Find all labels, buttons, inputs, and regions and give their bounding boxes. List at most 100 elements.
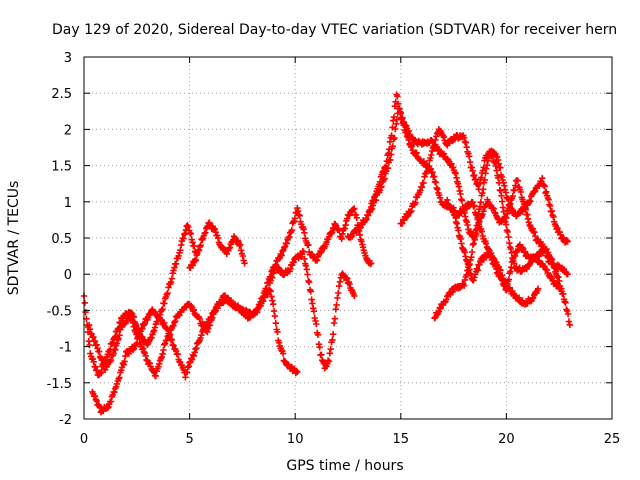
y-tick-label: -0.5 — [47, 304, 72, 319]
y-tick-label: 3 — [64, 51, 72, 66]
data-point — [331, 315, 339, 322]
data-point — [408, 207, 415, 215]
data-point — [301, 229, 308, 236]
x-tick-label: 0 — [80, 432, 88, 447]
data-point — [313, 320, 320, 328]
data-point — [184, 364, 192, 371]
plot-area — [80, 91, 573, 416]
data-point — [505, 233, 512, 241]
data-point — [90, 358, 97, 365]
data-point — [451, 169, 459, 176]
data-point — [274, 328, 281, 336]
data-point — [185, 223, 192, 231]
data-point — [511, 252, 519, 259]
data-point — [126, 313, 133, 320]
data-point — [486, 247, 493, 255]
data-point — [187, 230, 195, 237]
data-point — [368, 260, 375, 267]
data-point — [296, 212, 303, 219]
series-track-2 — [186, 219, 248, 271]
data-point — [279, 350, 287, 357]
data-point — [499, 198, 506, 205]
data-point — [477, 199, 484, 206]
data-point — [475, 219, 482, 226]
data-point — [558, 285, 565, 292]
data-point — [434, 186, 441, 193]
data-point — [283, 240, 290, 247]
data-point — [115, 335, 122, 342]
data-point — [305, 241, 312, 249]
data-point — [327, 345, 334, 353]
data-point — [541, 183, 548, 190]
data-point — [382, 164, 390, 171]
data-point — [167, 278, 175, 286]
chart-title: Day 129 of 2020, Sidereal Day-to-day VTE… — [52, 22, 617, 38]
data-point — [468, 248, 476, 256]
data-point — [432, 179, 440, 186]
data-point — [239, 252, 246, 260]
x-tick-label: 25 — [604, 432, 621, 447]
data-point — [130, 323, 137, 330]
data-point — [326, 350, 333, 357]
data-point — [500, 208, 507, 215]
data-point — [270, 307, 278, 315]
x-axis: 0 5 10 15 20 25 — [80, 57, 620, 447]
data-point — [383, 158, 390, 165]
data-point — [237, 247, 245, 254]
data-point — [314, 331, 322, 338]
series-track-1 — [80, 222, 200, 379]
data-point — [565, 318, 573, 325]
data-point — [286, 233, 293, 241]
data-point — [197, 242, 204, 249]
data-point — [482, 240, 490, 247]
data-point — [432, 136, 439, 144]
data-point — [241, 260, 248, 267]
data-point — [480, 186, 487, 193]
data-point — [351, 205, 358, 212]
data-point — [547, 202, 554, 210]
data-point — [471, 202, 478, 209]
data-point — [514, 177, 521, 184]
data-point — [270, 301, 277, 308]
data-point — [437, 305, 444, 312]
data-point — [385, 150, 392, 157]
data-point — [325, 358, 333, 365]
data-point — [506, 239, 513, 247]
data-point — [190, 352, 197, 360]
data-point — [427, 154, 434, 162]
data-point — [170, 342, 177, 349]
data-point — [508, 264, 515, 271]
data-point — [271, 312, 279, 320]
data-point — [534, 285, 542, 292]
data-point — [107, 356, 115, 364]
data-point — [268, 293, 275, 300]
y-tick-label: 2.5 — [51, 87, 72, 102]
data-point — [412, 199, 419, 206]
data-point — [473, 212, 480, 219]
data-point — [444, 196, 451, 204]
data-point — [335, 282, 343, 290]
data-point — [466, 153, 473, 160]
data-point — [279, 248, 286, 255]
data-point — [160, 346, 167, 354]
data-point — [141, 320, 148, 327]
data-point — [300, 248, 307, 255]
data-point — [440, 150, 448, 157]
data-point — [351, 292, 358, 300]
data-point — [420, 179, 427, 187]
data-point — [507, 268, 514, 275]
data-point — [329, 336, 336, 344]
data-point — [481, 176, 488, 184]
data-point — [495, 179, 503, 186]
data-point — [324, 357, 332, 364]
data-point — [388, 132, 395, 139]
data-point — [404, 213, 411, 220]
data-point — [159, 306, 166, 313]
data-point — [107, 398, 115, 405]
data-point — [86, 341, 93, 349]
data-point — [309, 251, 316, 258]
y-tick-label: -2 — [59, 413, 72, 428]
data-point — [395, 100, 402, 107]
data-point — [372, 191, 380, 198]
data-point — [167, 337, 175, 344]
